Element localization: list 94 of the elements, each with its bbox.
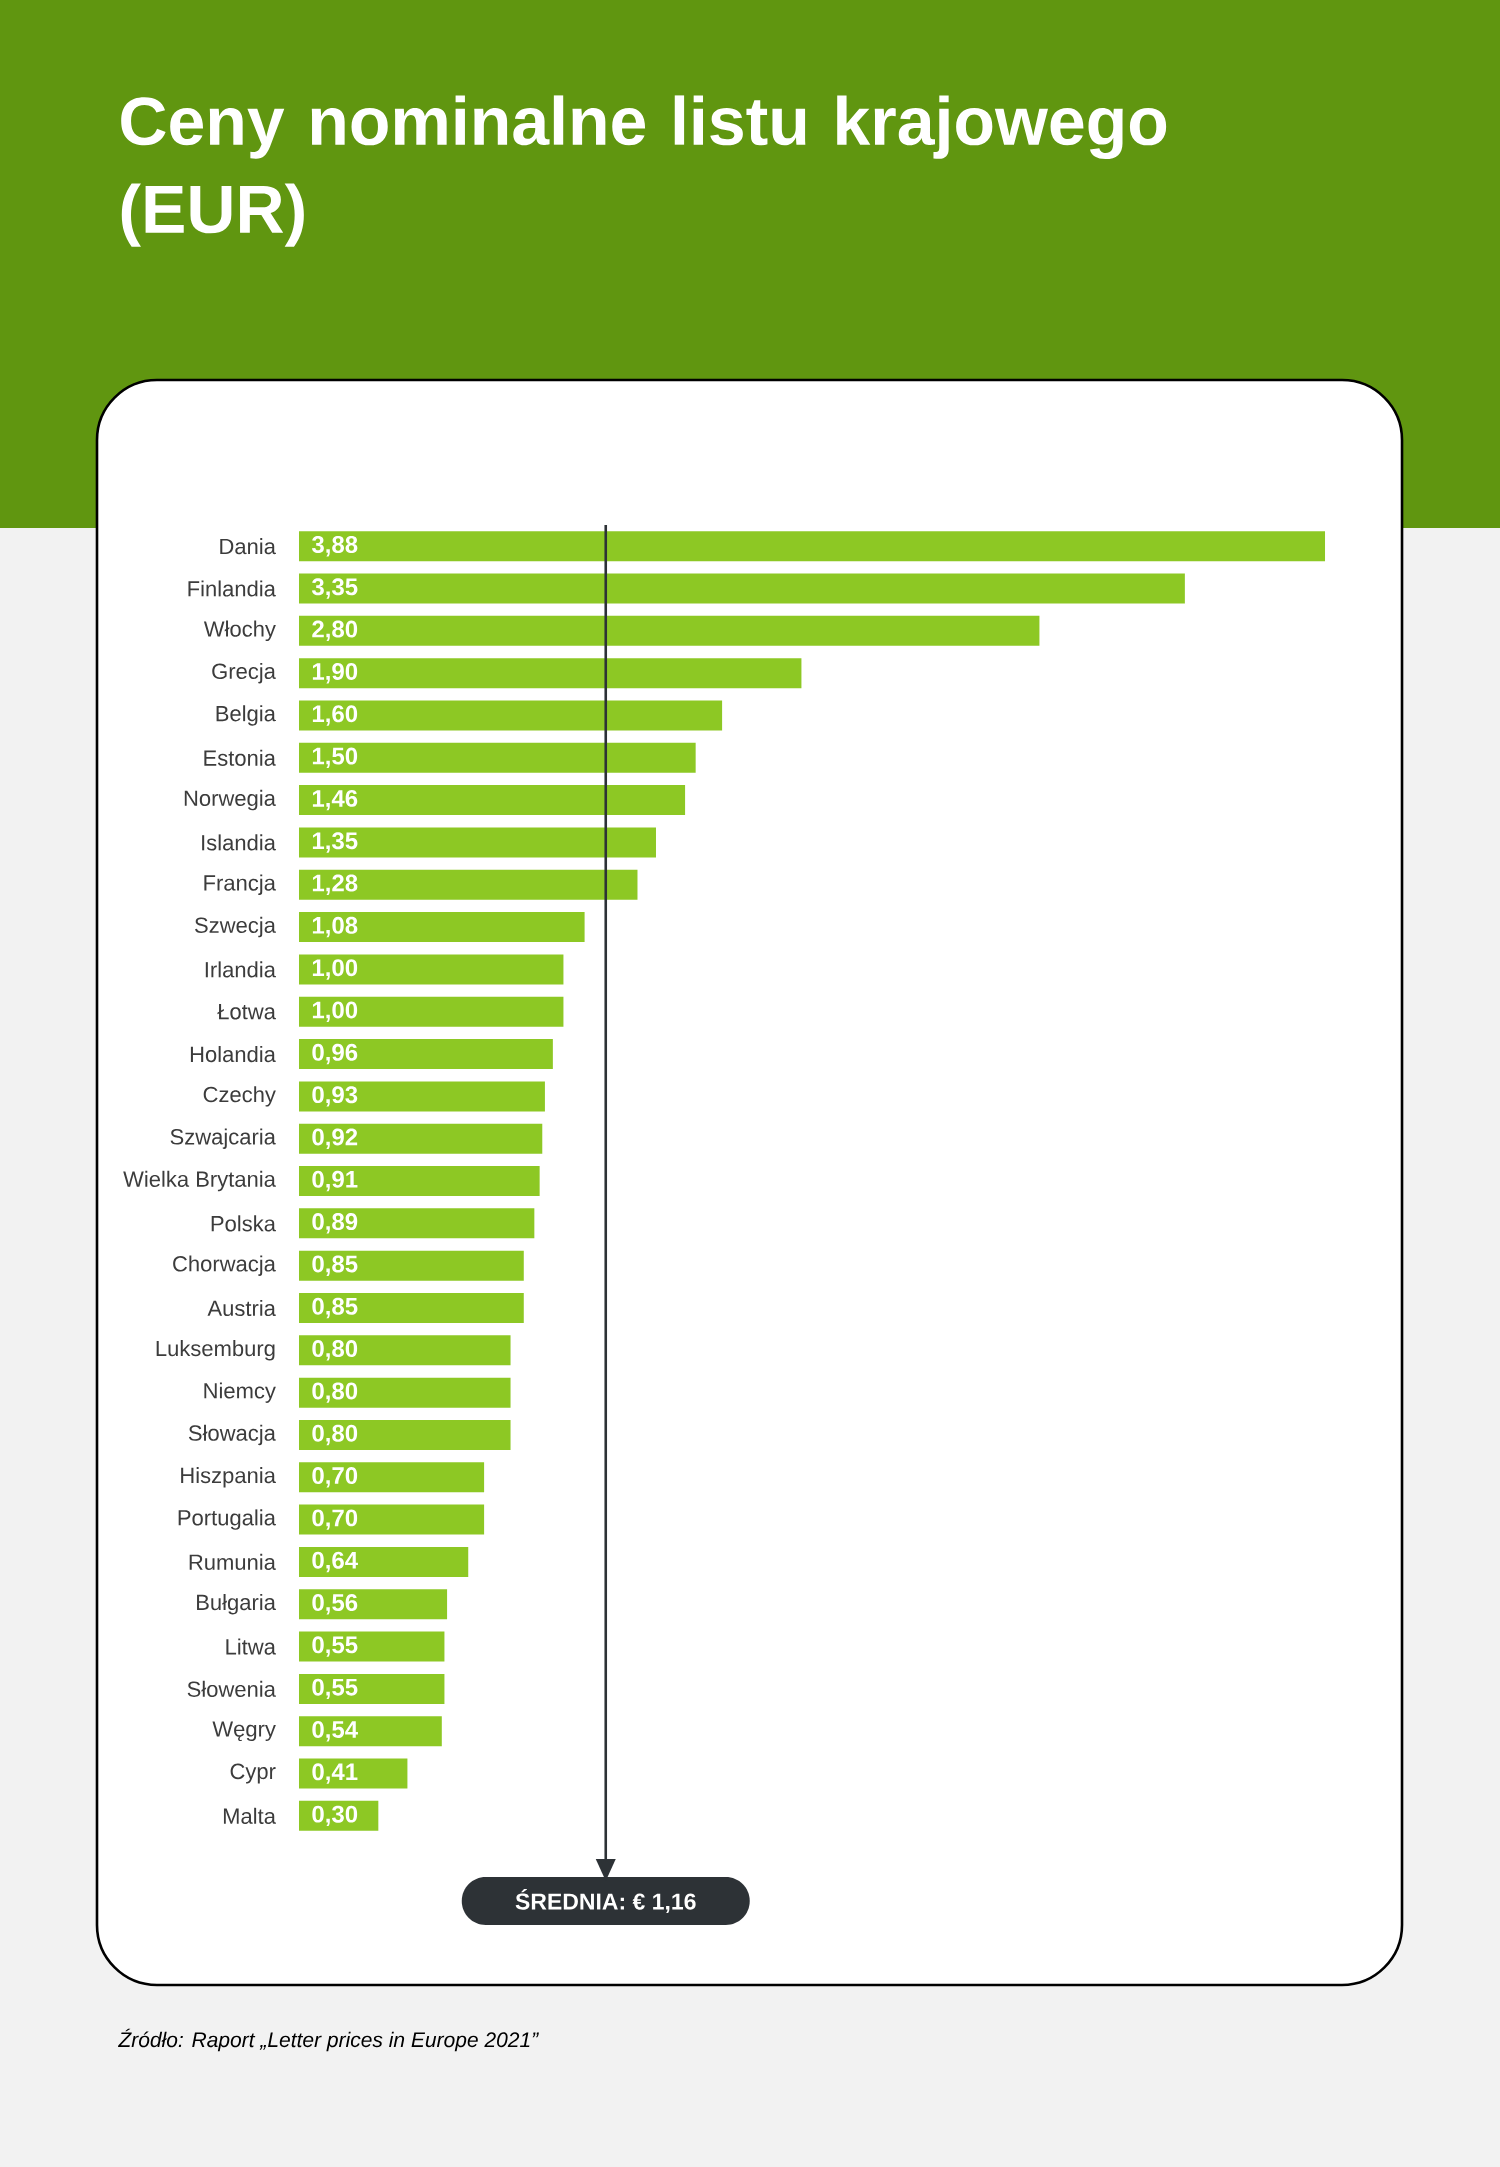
y-tick-label: Szwajcaria xyxy=(170,1128,276,1149)
y-tick-label: Hiszpania xyxy=(181,1467,276,1488)
y-tick-label: Włochy xyxy=(203,620,276,642)
bar xyxy=(299,912,585,943)
y-tick-label: Malta xyxy=(223,1807,276,1824)
y-tick-label: Słowacja xyxy=(188,1424,276,1446)
bar xyxy=(299,1293,524,1323)
y-tick-label: Bułgaria xyxy=(197,1594,276,1615)
data-label: 0,56 xyxy=(312,1594,358,1615)
y-tick-label: Portugalia xyxy=(178,1509,276,1530)
data-label: 0,85 xyxy=(312,1255,358,1276)
data-label: 1,60 xyxy=(312,705,358,726)
bar xyxy=(299,658,802,689)
data-label: 1,28 xyxy=(312,874,358,895)
y-tick-label: Szwecja xyxy=(195,916,276,938)
y-tick-label: Łotwa xyxy=(217,1004,276,1020)
bar xyxy=(299,700,723,731)
data-label: 0,91 xyxy=(312,1170,358,1192)
y-tick-label: Austria xyxy=(207,1299,276,1317)
data-label: 0,70 xyxy=(312,1509,358,1530)
bar xyxy=(299,1123,543,1154)
bar xyxy=(299,615,1040,646)
y-tick-label: Islandia xyxy=(202,834,276,851)
data-label: 1,46 xyxy=(312,789,358,811)
y-tick-label: Rumunia xyxy=(189,1553,276,1571)
data-label: 0,70 xyxy=(312,1467,358,1488)
y-tick-label: Irlandia xyxy=(205,961,276,978)
data-label: 1,90 xyxy=(312,662,358,684)
data-label: 0,93 xyxy=(312,1086,358,1107)
bar xyxy=(299,1546,469,1577)
bar xyxy=(299,1377,511,1408)
data-label: 0,55 xyxy=(312,1636,358,1657)
data-label: 0,89 xyxy=(312,1213,358,1234)
bar xyxy=(299,1166,540,1197)
data-label: 0,92 xyxy=(312,1128,358,1149)
chart-title: Ceny nominalne listu krajowego (EUR) xyxy=(121,95,1167,247)
bar xyxy=(299,827,656,858)
y-tick-label: Norwegia xyxy=(184,789,276,811)
data-label: 0,80 xyxy=(312,1424,358,1446)
data-label: 0,55 xyxy=(312,1678,358,1700)
y-tick-label: Słowenia xyxy=(187,1680,276,1697)
data-label: 0,96 xyxy=(312,1043,358,1065)
y-tick-label: Holandia xyxy=(190,1045,276,1063)
bar xyxy=(299,742,696,773)
bar xyxy=(299,573,1185,604)
bar xyxy=(299,1589,448,1620)
y-tick-label: Estonia xyxy=(204,749,276,766)
data-label: 0,41 xyxy=(312,1763,358,1784)
bar xyxy=(299,1716,442,1747)
y-tick-label: Luksemburg xyxy=(156,1340,275,1361)
data-label: 0,85 xyxy=(312,1297,358,1319)
data-label: 1,00 xyxy=(312,1001,358,1022)
y-tick-label: Wielka Brytania xyxy=(123,1170,276,1192)
text: Źródło: Raport „Letter prices in Europe 2021” xyxy=(117,2028,539,2052)
y-tick-label: Cypr xyxy=(230,1763,276,1784)
y-tick-label: Niemcy xyxy=(204,1382,276,1403)
data-label: 1,08 xyxy=(312,916,358,938)
y-tick-label: Litwa xyxy=(226,1638,276,1655)
bar xyxy=(299,1631,445,1662)
bar xyxy=(299,1039,553,1070)
data-label: 3,88 xyxy=(311,535,358,557)
bar xyxy=(299,1673,445,1704)
y-tick-label: Grecja xyxy=(212,662,276,684)
bar xyxy=(299,1504,485,1535)
data-label: 0,64 xyxy=(312,1551,358,1573)
ref-line-label: ŚREDNIA: € 1,16 xyxy=(515,1889,696,1913)
y-tick-label: Francja xyxy=(204,874,276,895)
bar xyxy=(299,1081,545,1112)
data-label: 1,00 xyxy=(312,959,358,980)
data-label: 1,50 xyxy=(312,747,358,769)
data-label: 0,80 xyxy=(312,1382,358,1403)
bar xyxy=(299,1250,524,1281)
data-label: 3,35 xyxy=(311,578,358,599)
data-label: 0,80 xyxy=(312,1340,358,1361)
data-label: 0,54 xyxy=(312,1720,358,1742)
bar xyxy=(299,1335,511,1366)
bar xyxy=(299,785,686,816)
bar xyxy=(299,1419,511,1450)
y-tick-label: Dania xyxy=(220,538,276,555)
data-label: 0,30 xyxy=(312,1805,358,1827)
y-tick-label: Polska xyxy=(211,1215,276,1232)
bar xyxy=(299,869,638,900)
bar xyxy=(299,1462,485,1493)
bar xyxy=(299,954,564,985)
data-label: 2,80 xyxy=(312,620,358,642)
y-tick-label: Czechy xyxy=(203,1086,276,1107)
bar xyxy=(299,996,564,1027)
bar xyxy=(299,1208,535,1239)
bar xyxy=(299,531,1326,562)
y-tick-label: Węgry xyxy=(212,1721,276,1742)
y-tick-label: Finlandia xyxy=(188,580,276,597)
y-tick-label: Chorwacja xyxy=(173,1255,276,1276)
data-label: 1,35 xyxy=(312,832,358,853)
y-tick-label: Belgia xyxy=(216,705,276,726)
